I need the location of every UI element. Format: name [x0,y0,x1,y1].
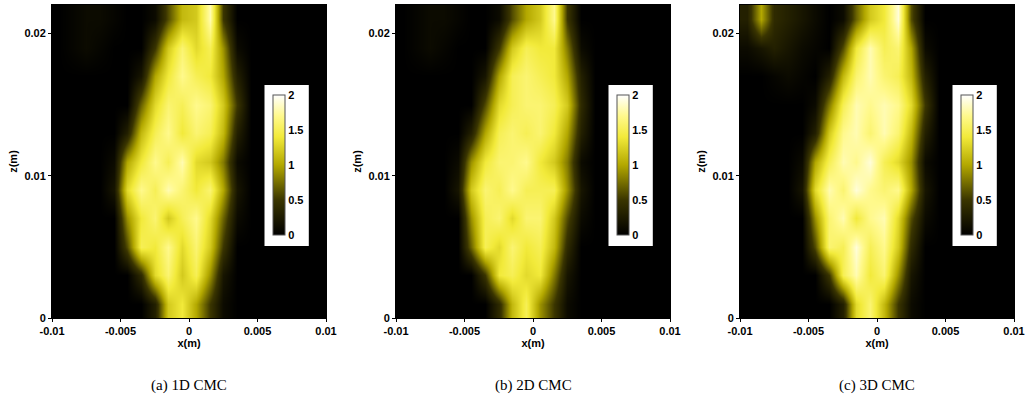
svg-text:0.02: 0.02 [24,27,45,39]
svg-text:(a) 1D CMC: (a) 1D CMC [151,377,227,394]
svg-text:2: 2 [288,89,294,101]
svg-text:0.02: 0.02 [712,27,733,39]
svg-text:0: 0 [40,312,46,324]
svg-text:0.02: 0.02 [368,27,389,39]
svg-text:0.01: 0.01 [712,170,733,182]
svg-text:(c) 3D CMC: (c) 3D CMC [839,377,915,394]
svg-text:0.5: 0.5 [976,194,991,206]
svg-text:1: 1 [632,159,638,171]
svg-text:0: 0 [288,229,294,241]
svg-text:0.01: 0.01 [24,170,45,182]
svg-text:1: 1 [976,159,982,171]
svg-text:x(m): x(m) [865,337,889,349]
svg-text:0: 0 [728,312,734,324]
svg-text:z(m): z(m) [695,150,707,173]
svg-text:0: 0 [976,229,982,241]
svg-text:-0.005: -0.005 [793,325,824,337]
svg-text:1: 1 [288,159,294,171]
svg-text:0.005: 0.005 [588,325,616,337]
svg-text:0.5: 0.5 [632,194,647,206]
svg-text:1.5: 1.5 [288,124,303,136]
svg-text:x(m): x(m) [177,337,201,349]
svg-text:(b) 2D CMC: (b) 2D CMC [495,377,572,394]
svg-text:0.5: 0.5 [288,194,303,206]
svg-text:2: 2 [976,89,982,101]
svg-text:0.01: 0.01 [1003,325,1024,337]
svg-text:0.01: 0.01 [368,170,389,182]
svg-text:1.5: 1.5 [976,124,991,136]
svg-text:0: 0 [384,312,390,324]
svg-text:-0.005: -0.005 [449,325,480,337]
svg-text:0: 0 [874,325,880,337]
svg-text:0.01: 0.01 [315,325,336,337]
svg-text:z(m): z(m) [351,150,363,173]
svg-text:z(m): z(m) [7,150,19,173]
svg-text:1.5: 1.5 [632,124,647,136]
svg-text:-0.01: -0.01 [383,325,408,337]
svg-text:2: 2 [632,89,638,101]
svg-text:0.005: 0.005 [244,325,272,337]
svg-text:-0.005: -0.005 [105,325,136,337]
svg-text:0.01: 0.01 [659,325,680,337]
svg-text:0: 0 [530,325,536,337]
svg-text:0: 0 [186,325,192,337]
svg-text:x(m): x(m) [521,337,545,349]
svg-text:-0.01: -0.01 [727,325,752,337]
svg-text:0.005: 0.005 [932,325,960,337]
svg-text:0: 0 [632,229,638,241]
svg-text:-0.01: -0.01 [39,325,64,337]
